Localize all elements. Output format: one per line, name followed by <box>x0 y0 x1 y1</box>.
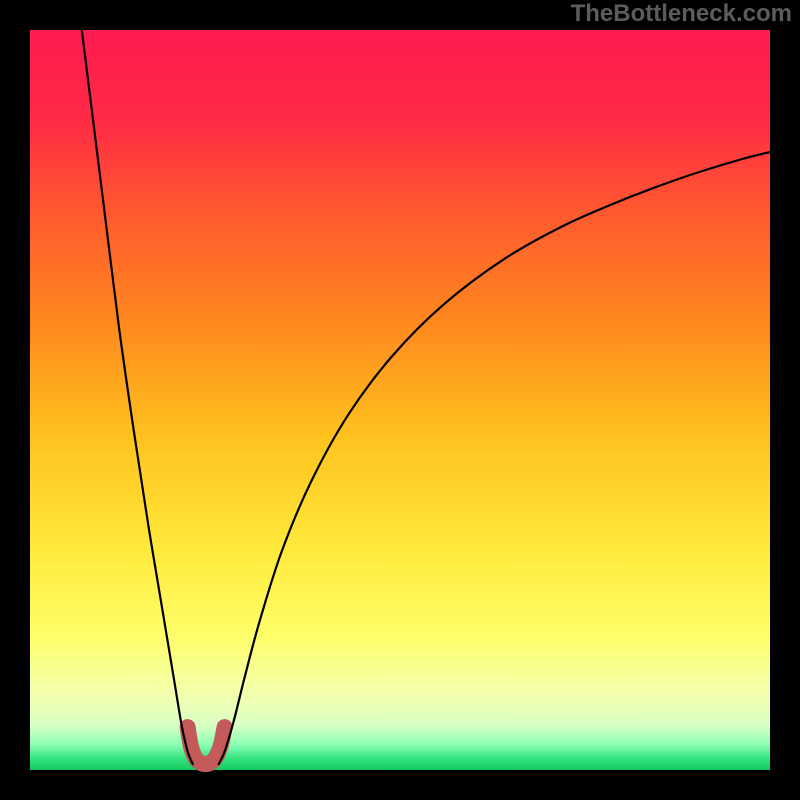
plot-background <box>30 30 770 770</box>
bottleneck-curve-chart <box>0 0 800 800</box>
chart-container: TheBottleneck.com <box>0 0 800 800</box>
